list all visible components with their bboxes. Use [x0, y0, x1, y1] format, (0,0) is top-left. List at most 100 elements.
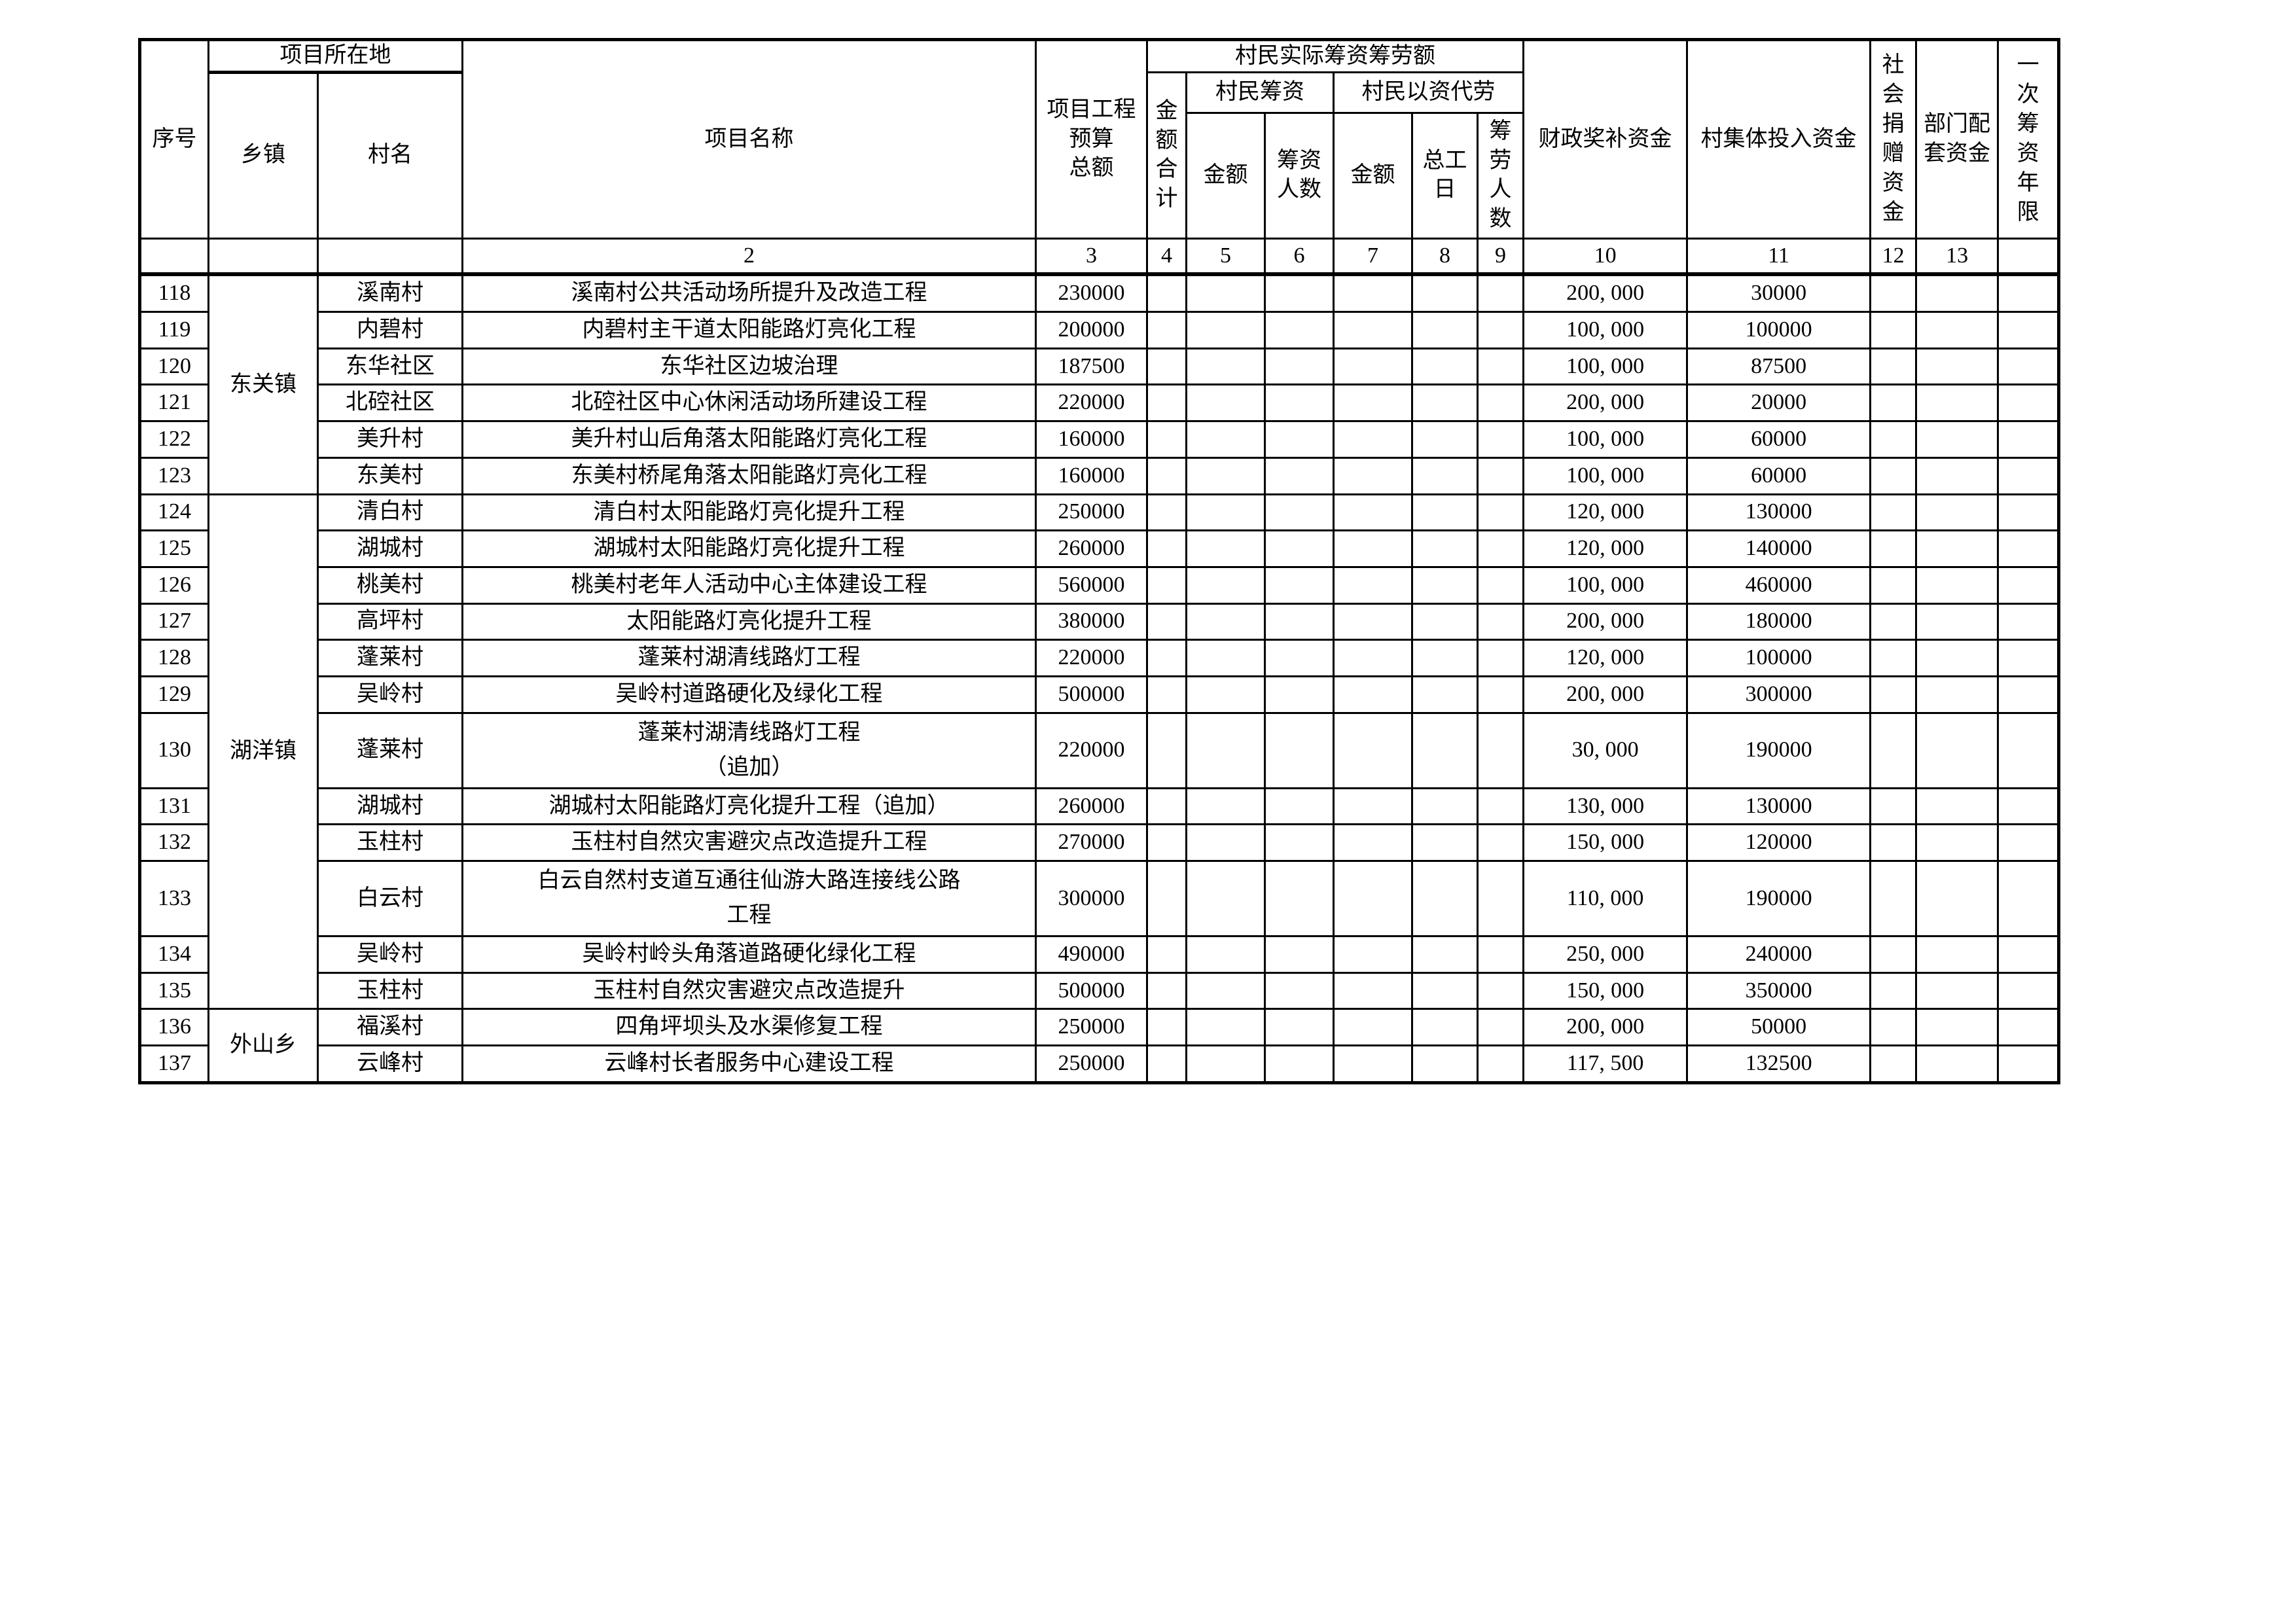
cell-fundraise-people — [1264, 347, 1335, 386]
cell-village: 内碧村 — [317, 311, 463, 349]
cell-social-donation — [1869, 971, 1918, 1010]
cell-dept-matching — [1915, 420, 2000, 459]
cell-fiscal-award: 200, 000 — [1522, 383, 1689, 423]
table-row: 121 北硿社区 北硿社区中心休闲活动场所建设工程 220000 200, 000 200… — [139, 383, 2060, 423]
cell-labor-amount — [1333, 493, 1413, 532]
header-one-time-years: 一 次 筹 资 年 限 — [1997, 39, 2060, 240]
table-row: 126 桃美村 桃美村老年人活动中心主体建设工程 560000 100, 000 4600… — [139, 565, 2060, 605]
cell-labor-people — [1476, 493, 1525, 532]
column-number-row: 2 3 4 5 6 7 8 9 10 11 12 13 — [139, 237, 2060, 277]
cell-labor-workdays — [1411, 675, 1479, 714]
column-number-cell: 13 — [1915, 237, 2000, 277]
cell-fundraise-people — [1264, 602, 1335, 641]
cell-fundraise-people — [1264, 383, 1335, 423]
cell-village: 溪南村 — [317, 273, 463, 313]
cell-fiscal-award: 100, 000 — [1522, 347, 1689, 386]
cell-social-donation — [1869, 347, 1918, 386]
cell-labor-amount — [1333, 383, 1413, 423]
table-row: 135 玉柱村 玉柱村自然灾害避灾点改造提升 500000 150, 000 350000 — [139, 971, 2060, 1010]
cell-one-time-years — [1997, 935, 2060, 974]
cell-fundraise-people — [1264, 639, 1335, 677]
column-number-cell — [317, 237, 463, 277]
cell-amount-sum — [1146, 675, 1187, 714]
cell-labor-people — [1476, 602, 1525, 641]
cell-village: 桃美村 — [317, 565, 463, 605]
cell-village: 白云村 — [317, 860, 463, 937]
cell-amount-sum — [1146, 935, 1187, 974]
cell-fundraise-amount — [1185, 1008, 1266, 1047]
cell-labor-people — [1476, 420, 1525, 459]
cell-fiscal-award: 120, 000 — [1522, 639, 1689, 677]
cell-one-time-years — [1997, 420, 2060, 459]
cell-village-collective: 50000 — [1686, 1008, 1872, 1047]
cell-labor-amount — [1333, 711, 1413, 789]
cell-fundraise-amount — [1185, 971, 1266, 1010]
cell-project-name: 蓬莱村湖清线路灯工程 （追加） — [461, 711, 1037, 789]
cell-amount-sum — [1146, 971, 1187, 1010]
cell-budget-total: 250000 — [1035, 1008, 1148, 1047]
table-row: 123 东美村 东美村桥尾角落太阳能路灯亮化工程 160000 100, 000 6000… — [139, 456, 2060, 495]
column-number-cell: 8 — [1411, 237, 1479, 277]
cell-one-time-years — [1997, 787, 2060, 826]
table-row: 129 吴岭村 吴岭村道路硬化及绿化工程 500000 200, 000 300000 — [139, 675, 2060, 714]
cell-one-time-years — [1997, 1008, 2060, 1047]
cell-labor-people — [1476, 383, 1525, 423]
cell-one-time-years — [1997, 823, 2060, 862]
cell-fiscal-award: 100, 000 — [1522, 565, 1689, 605]
cell-amount-sum — [1146, 273, 1187, 313]
cell-amount-sum — [1146, 420, 1187, 459]
cell-labor-amount — [1333, 311, 1413, 349]
cell-labor-workdays — [1411, 273, 1479, 313]
header-labor-people: 筹 劳 人 数 — [1476, 111, 1525, 240]
cell-fundraise-amount — [1185, 456, 1266, 495]
cell-one-time-years — [1997, 347, 2060, 386]
cell-project-name: 云峰村长者服务中心建设工程 — [461, 1044, 1037, 1084]
cell-village: 高坪村 — [317, 602, 463, 641]
cell-budget-total: 500000 — [1035, 971, 1148, 1010]
cell-amount-sum — [1146, 602, 1187, 641]
cell-fiscal-award: 150, 000 — [1522, 971, 1689, 1010]
cell-labor-amount — [1333, 1008, 1413, 1047]
header-villager-fundraise-group: 村民筹资 — [1185, 71, 1335, 114]
cell-village-collective: 300000 — [1686, 675, 1872, 714]
cell-dept-matching — [1915, 787, 2000, 826]
table-row: 125 湖城村 湖城村太阳能路灯亮化提升工程 260000 120, 000 140000 — [139, 529, 2060, 568]
cell-project-name: 玉柱村自然灾害避灾点改造提升 — [461, 971, 1037, 1010]
cell-budget-total: 500000 — [1035, 675, 1148, 714]
cell-one-time-years — [1997, 1044, 2060, 1084]
cell-serial: 124 — [139, 493, 209, 532]
cell-fundraise-amount — [1185, 711, 1266, 789]
cell-serial: 135 — [139, 971, 209, 1010]
project-funding-table: 序号 项目所在地 项目名称 项目工程预算 总额 村民实际筹资筹劳额 财政奖补资金… — [138, 38, 2061, 1084]
header-labor-amount: 金额 — [1333, 111, 1413, 240]
cell-amount-sum — [1146, 565, 1187, 605]
cell-budget-total: 220000 — [1035, 711, 1148, 789]
cell-fundraise-amount — [1185, 860, 1266, 937]
cell-fundraise-people — [1264, 1044, 1335, 1084]
cell-budget-total: 200000 — [1035, 311, 1148, 349]
cell-village-collective: 132500 — [1686, 1044, 1872, 1084]
cell-dept-matching — [1915, 347, 2000, 386]
cell-labor-workdays — [1411, 602, 1479, 641]
cell-village-collective: 190000 — [1686, 860, 1872, 937]
header-village: 村名 — [317, 71, 463, 240]
cell-labor-amount — [1333, 1044, 1413, 1084]
cell-labor-people — [1476, 1008, 1525, 1047]
cell-village-collective: 87500 — [1686, 347, 1872, 386]
cell-village: 美升村 — [317, 420, 463, 459]
cell-serial: 133 — [139, 860, 209, 937]
cell-one-time-years — [1997, 971, 2060, 1010]
cell-fundraise-amount — [1185, 347, 1266, 386]
cell-dept-matching — [1915, 935, 2000, 974]
cell-labor-people — [1476, 971, 1525, 1010]
table-row: 133 白云村 白云自然村支道互通往仙游大路连接线公路 工程 300000 110, 0… — [139, 860, 2060, 937]
cell-labor-people — [1476, 823, 1525, 862]
cell-labor-amount — [1333, 273, 1413, 313]
cell-project-name: 清白村太阳能路灯亮化提升工程 — [461, 493, 1037, 532]
cell-fundraise-people — [1264, 971, 1335, 1010]
cell-village-collective: 30000 — [1686, 273, 1872, 313]
cell-fiscal-award: 110, 000 — [1522, 860, 1689, 937]
cell-amount-sum — [1146, 347, 1187, 386]
cell-labor-workdays — [1411, 787, 1479, 826]
header-village-collective: 村集体投入资金 — [1686, 39, 1872, 240]
